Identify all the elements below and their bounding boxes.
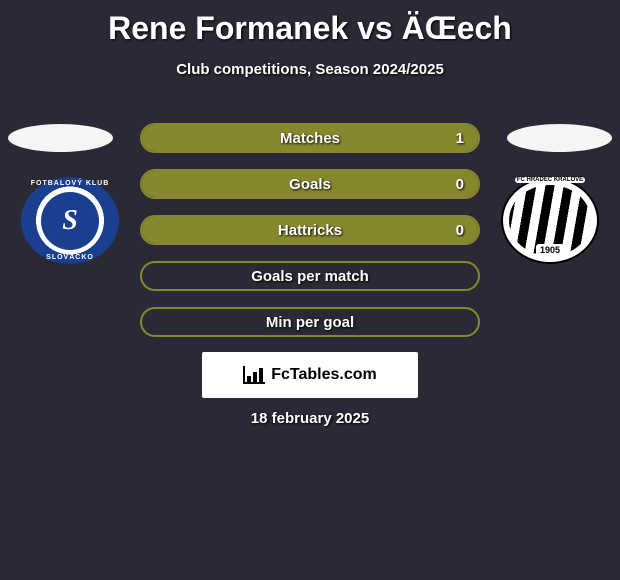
stat-label: Min per goal — [266, 314, 354, 331]
badge-ring-bottom: SLOVÁCKO — [46, 254, 94, 261]
bar-chart-icon — [243, 366, 265, 384]
stat-label: Goals per match — [251, 268, 369, 285]
stat-value-right: 0 — [456, 176, 464, 193]
player-photo-right — [507, 124, 612, 152]
stat-label: Matches — [280, 130, 340, 147]
stat-row: Hattricks 0 — [140, 215, 480, 245]
stat-fill-right — [310, 171, 478, 197]
brand-box[interactable]: FcTables.com — [202, 352, 418, 398]
stat-fill-left — [142, 171, 310, 197]
club-badge-left: FOTBALOVÝ KLUB S SLOVÁCKO — [21, 177, 119, 264]
club-badge-right: FC HRADEC KRÁLOVÉ 1905 — [501, 177, 599, 264]
stat-label: Goals — [289, 176, 331, 193]
badge-arc-text: FC HRADEC KRÁLOVÉ — [515, 177, 585, 183]
stat-label: Hattricks — [278, 222, 342, 239]
hradec-badge-icon: FC HRADEC KRÁLOVÉ 1905 — [501, 177, 599, 264]
comparison-card: Rene Formanek vs ÄŒech Club competitions… — [0, 0, 620, 580]
subtitle: Club competitions, Season 2024/2025 — [0, 61, 620, 78]
stat-value-right: 1 — [456, 130, 464, 147]
date-text: 18 february 2025 — [0, 410, 620, 427]
player-photo-left — [8, 124, 113, 152]
stat-row: Min per goal — [140, 307, 480, 337]
badge-ring-top: FOTBALOVÝ KLUB — [31, 180, 110, 187]
stats-bars: Matches 1 Goals 0 Hattricks 0 Goals per match M… — [140, 123, 480, 353]
stat-row: Goals 0 — [140, 169, 480, 199]
brand-text: FcTables.com — [271, 366, 377, 384]
badge-year: 1905 — [536, 244, 564, 256]
stat-row: Matches 1 — [140, 123, 480, 153]
page-title: Rene Formanek vs ÄŒech — [0, 0, 620, 47]
stat-row: Goals per match — [140, 261, 480, 291]
stat-value-right: 0 — [456, 222, 464, 239]
badge-letter: S — [41, 192, 99, 250]
slovacko-badge-icon: FOTBALOVÝ KLUB S SLOVÁCKO — [21, 177, 119, 264]
